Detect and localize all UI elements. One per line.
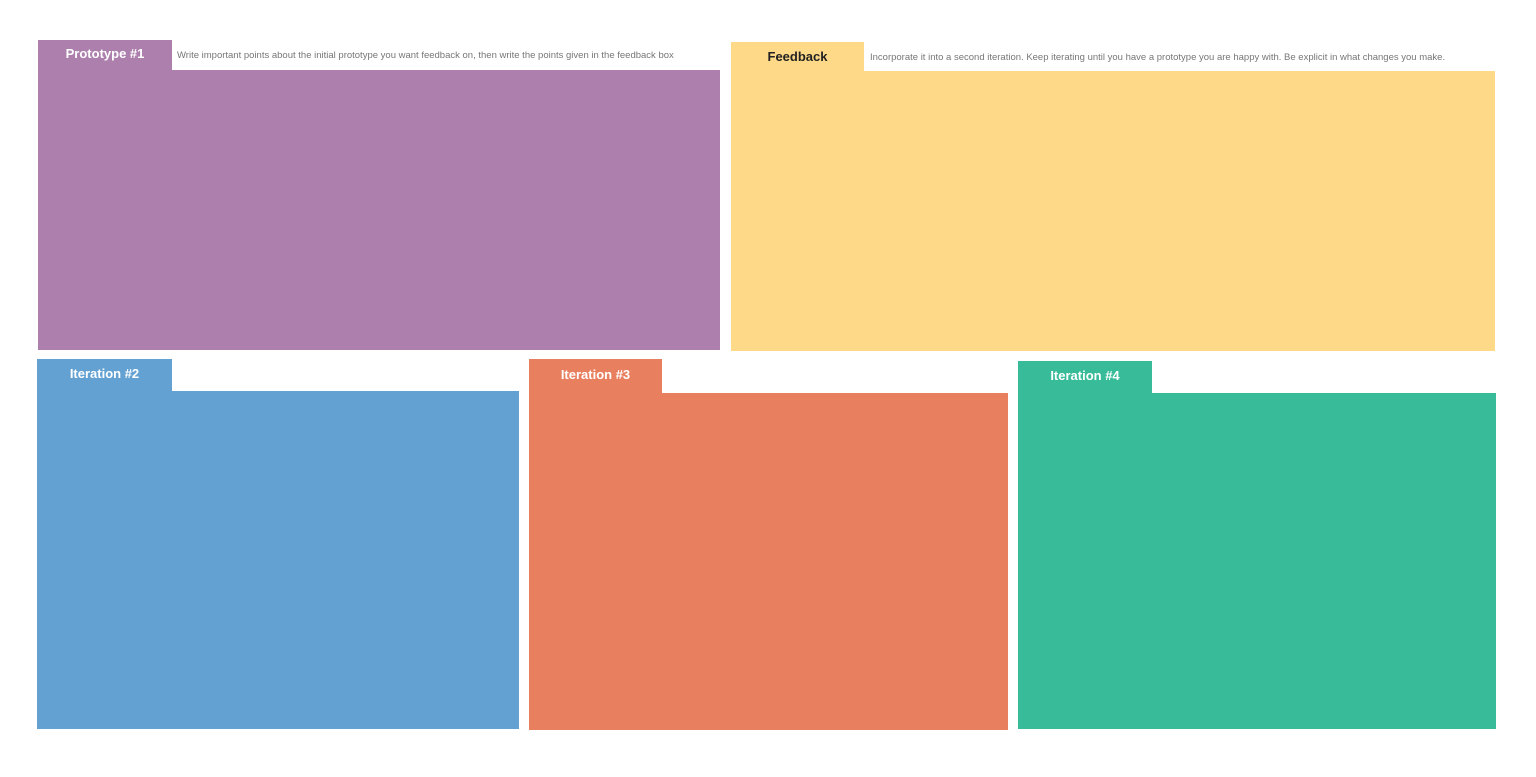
tab: Prototype #1 [38, 40, 172, 71]
tab: Iteration #4 [1018, 361, 1152, 394]
panel-area [38, 70, 720, 350]
hint: Write important points about the initial… [177, 50, 674, 61]
tab: Iteration #2 [37, 359, 172, 392]
hint: Incorporate it into a second iteration. … [870, 52, 1446, 63]
tab: Feedback [731, 42, 864, 72]
tab: Iteration #3 [529, 359, 662, 393]
panel-area [529, 393, 1008, 730]
panel-area [1018, 393, 1496, 729]
panel-area [37, 391, 519, 729]
panel-area [731, 71, 1495, 351]
